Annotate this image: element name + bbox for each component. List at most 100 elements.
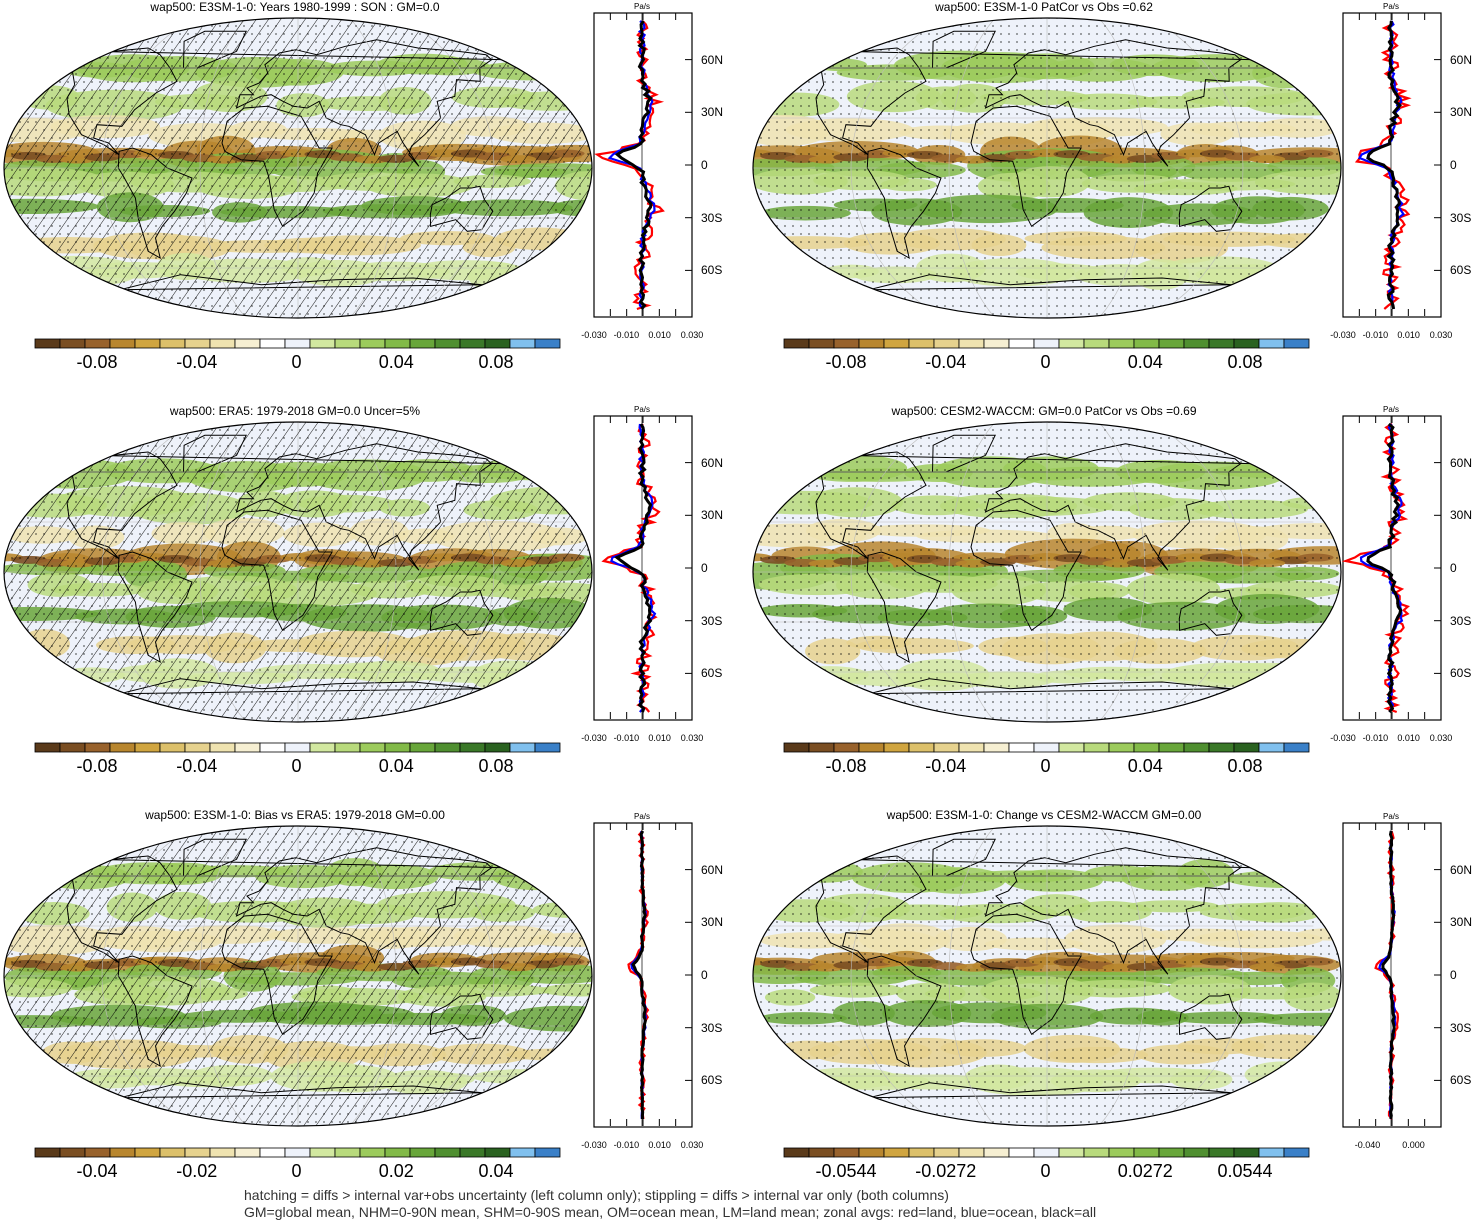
colorbar-swatch xyxy=(409,742,436,753)
colorbar-swatch xyxy=(983,1147,1010,1158)
profile-lat-label: 60S xyxy=(1450,1073,1472,1088)
colorbar-swatch xyxy=(783,338,810,349)
colorbar-label: -0.08 xyxy=(76,352,118,372)
map-p3 xyxy=(3,421,593,723)
colorbar-swatch xyxy=(1233,338,1260,349)
colorbar-swatch xyxy=(783,742,810,753)
colorbar-swatch xyxy=(309,1147,336,1158)
colorbar-swatch xyxy=(1008,742,1035,753)
profile-lat-label: 60S xyxy=(1450,666,1472,681)
profile-lat-label: 30S xyxy=(1450,1020,1472,1035)
colorbar-label: 0.02 xyxy=(378,1161,414,1181)
colorbar-swatch xyxy=(1083,1147,1110,1158)
profile-lat-label: 0 xyxy=(1450,158,1457,172)
colorbar-p6 xyxy=(783,1147,1310,1158)
colorbar-swatch xyxy=(1133,1147,1160,1158)
colorbar-swatch xyxy=(34,338,61,349)
colorbar-swatch xyxy=(209,1147,236,1158)
profile-lat-label: 30N xyxy=(701,915,724,930)
colorbar-swatch xyxy=(159,338,186,349)
colorbar-swatch xyxy=(908,742,935,753)
profile-x-label: -0.030 xyxy=(581,330,607,340)
profile-lat-label: 30S xyxy=(1450,613,1472,628)
profile-x-label: 0.030 xyxy=(1429,330,1453,340)
profile-x-label: -0.030 xyxy=(581,733,607,743)
panel-title: wap500: E3SM-1-0: Change vs CESM2-WACCM … xyxy=(886,808,1202,822)
colorbar-swatch xyxy=(309,742,336,753)
profile-x-label: -0.010 xyxy=(1362,733,1389,743)
map-p2 xyxy=(752,17,1342,319)
colorbar-swatch xyxy=(484,742,511,753)
profile-lat-label: 30N xyxy=(701,105,724,120)
colorbar-swatch xyxy=(833,338,860,349)
colorbar-swatch xyxy=(209,338,236,349)
colorbar-swatch xyxy=(983,742,1010,753)
colorbar-swatch xyxy=(908,1147,935,1158)
profile-line xyxy=(1342,423,1410,714)
colorbar-swatch xyxy=(1258,742,1285,753)
profile-unit: Pa/s xyxy=(1382,2,1400,11)
map-p1 xyxy=(3,17,593,319)
profile-lat-label: 30N xyxy=(1450,508,1473,523)
zonal-profile-p5 xyxy=(593,822,693,1128)
colorbar-swatch xyxy=(409,1147,436,1158)
colorbar-swatch xyxy=(34,1147,61,1158)
colorbar-swatch xyxy=(334,338,361,349)
colorbar-swatch xyxy=(1133,742,1160,753)
profile-x-label: 0.010 xyxy=(1397,330,1420,340)
colorbar-swatch xyxy=(84,742,111,753)
colorbar-label: 0.0544 xyxy=(1217,1161,1273,1181)
colorbar-swatch xyxy=(833,1147,860,1158)
colorbar-swatch xyxy=(409,338,436,349)
colorbar-swatch xyxy=(359,742,386,753)
zonal-profile-p6 xyxy=(1342,822,1442,1128)
colorbar-swatch xyxy=(1258,338,1285,349)
colorbar-swatch xyxy=(459,1147,486,1158)
colorbar-swatch xyxy=(284,1147,311,1158)
panel-title: wap500: CESM2-WACCM: GM=0.0 PatCor vs Ob… xyxy=(891,404,1197,418)
colorbar-swatch xyxy=(134,1147,161,1158)
colorbar-label: -0.04 xyxy=(176,756,218,776)
profile-lat-label: 0 xyxy=(701,561,708,575)
colorbar-swatch xyxy=(908,338,935,349)
profile-lat-label: 30N xyxy=(1450,915,1473,930)
zonal-profile-p1 xyxy=(593,12,693,318)
panel-title: wap500: ERA5: 1979-2018 GM=0.0 Uncer=5% xyxy=(169,404,421,418)
colorbar-swatch xyxy=(1183,1147,1210,1158)
profile-lat-label: 30S xyxy=(1450,210,1472,225)
colorbar-swatch xyxy=(983,338,1010,349)
colorbar-swatch xyxy=(59,338,86,349)
colorbar-swatch xyxy=(209,742,236,753)
profile-x-label: -0.010 xyxy=(1362,330,1389,340)
colorbar-swatch xyxy=(1158,742,1185,753)
colorbar-swatch xyxy=(234,1147,261,1158)
colorbar-swatch xyxy=(159,742,186,753)
colorbar-swatch xyxy=(259,1147,286,1158)
profile-unit: Pa/s xyxy=(1382,812,1400,821)
colorbar-label: -0.02 xyxy=(176,1161,218,1181)
colorbar-swatch xyxy=(284,338,311,349)
colorbar-swatch xyxy=(334,1147,361,1158)
colorbar-swatch xyxy=(459,742,486,753)
profile-x-label: 0.030 xyxy=(680,733,704,743)
profile-lat-label: 30N xyxy=(1450,105,1473,120)
colorbar-label: -0.04 xyxy=(76,1161,118,1181)
zonal-profile-p3 xyxy=(593,415,693,721)
colorbar-swatch xyxy=(284,742,311,753)
colorbar-label: 0.0272 xyxy=(1117,1161,1173,1181)
colorbar-p1 xyxy=(34,338,561,349)
colorbar-swatch xyxy=(384,742,411,753)
colorbar-swatch xyxy=(134,742,161,753)
colorbar-label: -0.04 xyxy=(176,352,218,372)
colorbar-label: -0.0272 xyxy=(915,1161,977,1181)
panel-title: wap500: E3SM-1-0: Years 1980-1999 : SON … xyxy=(150,0,440,14)
colorbar-swatch xyxy=(1108,1147,1135,1158)
colorbar-swatch xyxy=(59,742,86,753)
colorbar-swatch xyxy=(434,742,461,753)
profile-unit: Pa/s xyxy=(633,812,651,821)
colorbar-swatch xyxy=(1058,742,1085,753)
colorbar-label: 0.08 xyxy=(1227,756,1263,776)
colorbar-swatch xyxy=(334,742,361,753)
colorbar-swatch xyxy=(1058,1147,1085,1158)
colorbar-swatch xyxy=(159,1147,186,1158)
